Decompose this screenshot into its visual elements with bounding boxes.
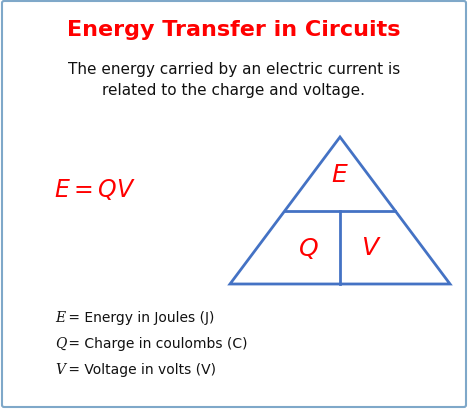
Text: V: V: [55, 362, 65, 376]
Text: Q: Q: [55, 336, 66, 350]
Text: Energy Transfer in Circuits: Energy Transfer in Circuits: [67, 20, 401, 40]
Text: = Voltage in volts (V): = Voltage in volts (V): [64, 362, 216, 376]
Text: The energy carried by an electric current is
related to the charge and voltage.: The energy carried by an electric curren…: [68, 62, 400, 98]
Text: = Energy in Joules (J): = Energy in Joules (J): [64, 310, 214, 324]
Text: $V$: $V$: [361, 236, 382, 260]
Text: $Q$: $Q$: [298, 235, 319, 260]
Text: $E$: $E$: [331, 162, 349, 186]
Text: = Charge in coulombs (C): = Charge in coulombs (C): [64, 336, 248, 350]
Text: E: E: [55, 310, 65, 324]
Text: $E = QV$: $E = QV$: [54, 177, 136, 202]
